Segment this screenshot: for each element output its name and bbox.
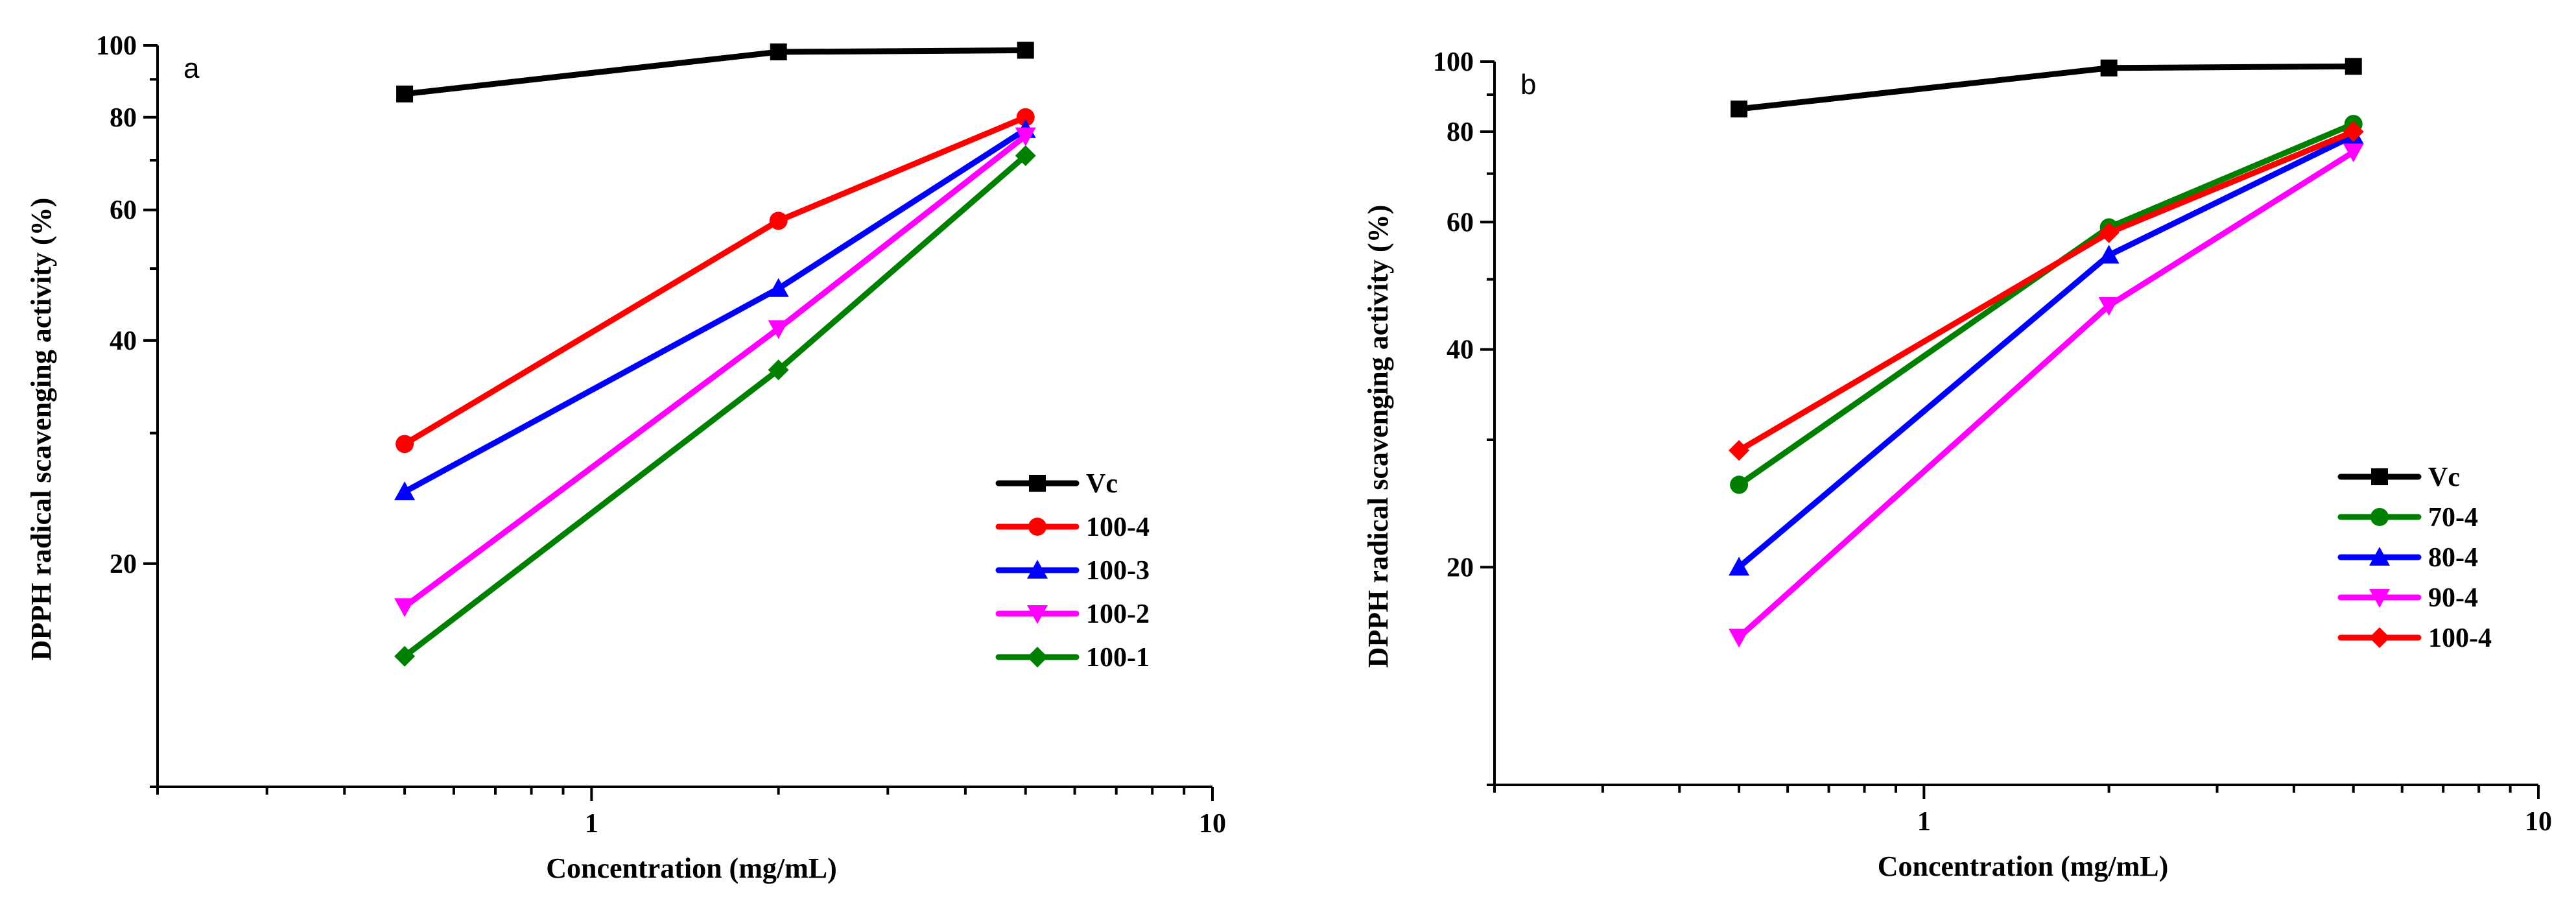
legend-label: 80-4 xyxy=(2428,543,2478,573)
y-tick-label: 100 xyxy=(1433,47,1474,77)
y-tick-label: 20 xyxy=(110,549,137,579)
data-point xyxy=(1015,145,1036,167)
data-point xyxy=(394,481,416,501)
series-Vc xyxy=(1731,58,2362,118)
legend-marker xyxy=(1027,560,1048,579)
legend-label: 100-4 xyxy=(1086,512,1150,542)
legend-marker xyxy=(2370,508,2389,526)
x-axis-label: Concentration (mg/mL) xyxy=(1878,850,2169,882)
y-tick-label: 40 xyxy=(1447,335,1474,365)
data-point xyxy=(2343,143,2364,163)
series-100-2 xyxy=(394,127,1036,618)
y-tick-label: 100 xyxy=(96,31,137,61)
series-line xyxy=(1736,63,2357,112)
data-point xyxy=(2345,58,2362,75)
legend: Vc 100-4 100-3 100-2 100-1 xyxy=(995,469,1150,673)
legend-marker xyxy=(2369,627,2390,648)
panel-letter: b xyxy=(1520,69,1536,101)
data-point xyxy=(1017,42,1034,59)
data-point xyxy=(2098,222,2120,243)
data-point xyxy=(396,85,414,102)
legend-label: 100-4 xyxy=(2428,623,2492,653)
legend-label: 100-1 xyxy=(1086,643,1150,673)
data-point xyxy=(394,598,416,618)
series-Vc xyxy=(396,42,1034,102)
data-point xyxy=(1729,557,1750,576)
x-axis-label: Concentration (mg/mL) xyxy=(546,852,837,884)
series-100-4 xyxy=(1729,121,2364,461)
panel-letter: a xyxy=(183,53,200,84)
chart-panel-b: 1 10 20 40 60 80 100 b Concentration (mg/mL) DPPH… xyxy=(1362,47,2552,882)
data-point xyxy=(1731,101,1748,118)
legend-marker xyxy=(2371,468,2388,485)
data-point xyxy=(768,359,789,381)
series-line xyxy=(401,152,1029,660)
data-point xyxy=(1016,108,1035,126)
legend-marker xyxy=(1028,518,1046,536)
legend: Vc 70-4 80-4 90-4 100-4 xyxy=(2337,463,2492,653)
data-point xyxy=(2100,59,2118,77)
legend-marker xyxy=(1027,647,1048,667)
y-tick-label: 60 xyxy=(1447,208,1474,237)
x-tick-label: 10 xyxy=(2525,807,2552,837)
legend-label: Vc xyxy=(1086,469,1118,499)
series-line xyxy=(1736,132,2357,570)
legend-label: 90-4 xyxy=(2428,583,2478,613)
data-point xyxy=(768,320,789,339)
data-point xyxy=(1729,440,1750,461)
legend-label: 100-2 xyxy=(1086,599,1150,629)
x-tick-label: 1 xyxy=(585,809,598,839)
data-point xyxy=(1729,629,1750,648)
y-tick-label: 80 xyxy=(110,103,137,133)
x-tick-label: 1 xyxy=(1917,807,1931,837)
series-line xyxy=(401,126,1029,495)
legend-marker xyxy=(1029,475,1046,492)
chart-panel-a: 1 10 20 40 60 80 100 a Concentration (mg/mL) DPPH… xyxy=(25,31,1226,884)
legend-marker xyxy=(1027,605,1048,624)
series-line xyxy=(401,47,1029,97)
series-80-4 xyxy=(1729,125,2364,576)
series-100-1 xyxy=(394,145,1036,667)
x-tick-label: 10 xyxy=(1199,809,1226,839)
legend-label: 70-4 xyxy=(2428,503,2478,533)
legend-label: Vc xyxy=(2428,463,2460,492)
data-point xyxy=(768,278,789,297)
series-100-3 xyxy=(394,119,1036,501)
y-axis-label: DPPH radical scavenging activity (%) xyxy=(25,198,57,661)
data-point xyxy=(1730,475,1749,494)
data-point xyxy=(2343,121,2364,143)
series-line xyxy=(401,114,1029,447)
data-point xyxy=(770,43,787,61)
data-point xyxy=(1015,127,1036,147)
series-100-4 xyxy=(396,108,1035,453)
series-90-4 xyxy=(1729,143,2364,648)
data-point xyxy=(396,435,414,453)
y-axis-label: DPPH radical scavenging activity (%) xyxy=(1362,205,1394,668)
data-point xyxy=(2098,245,2120,264)
series-line xyxy=(401,133,1029,610)
data-point xyxy=(769,211,788,230)
legend-label: 100-3 xyxy=(1086,556,1150,586)
legend-marker xyxy=(2369,589,2390,608)
y-tick-label: 20 xyxy=(1447,553,1474,583)
legend-marker xyxy=(2369,547,2390,566)
y-tick-label: 60 xyxy=(110,196,137,226)
data-point xyxy=(394,645,416,667)
data-point xyxy=(2098,297,2120,317)
y-tick-label: 40 xyxy=(110,326,137,356)
y-tick-label: 80 xyxy=(1447,117,1474,147)
